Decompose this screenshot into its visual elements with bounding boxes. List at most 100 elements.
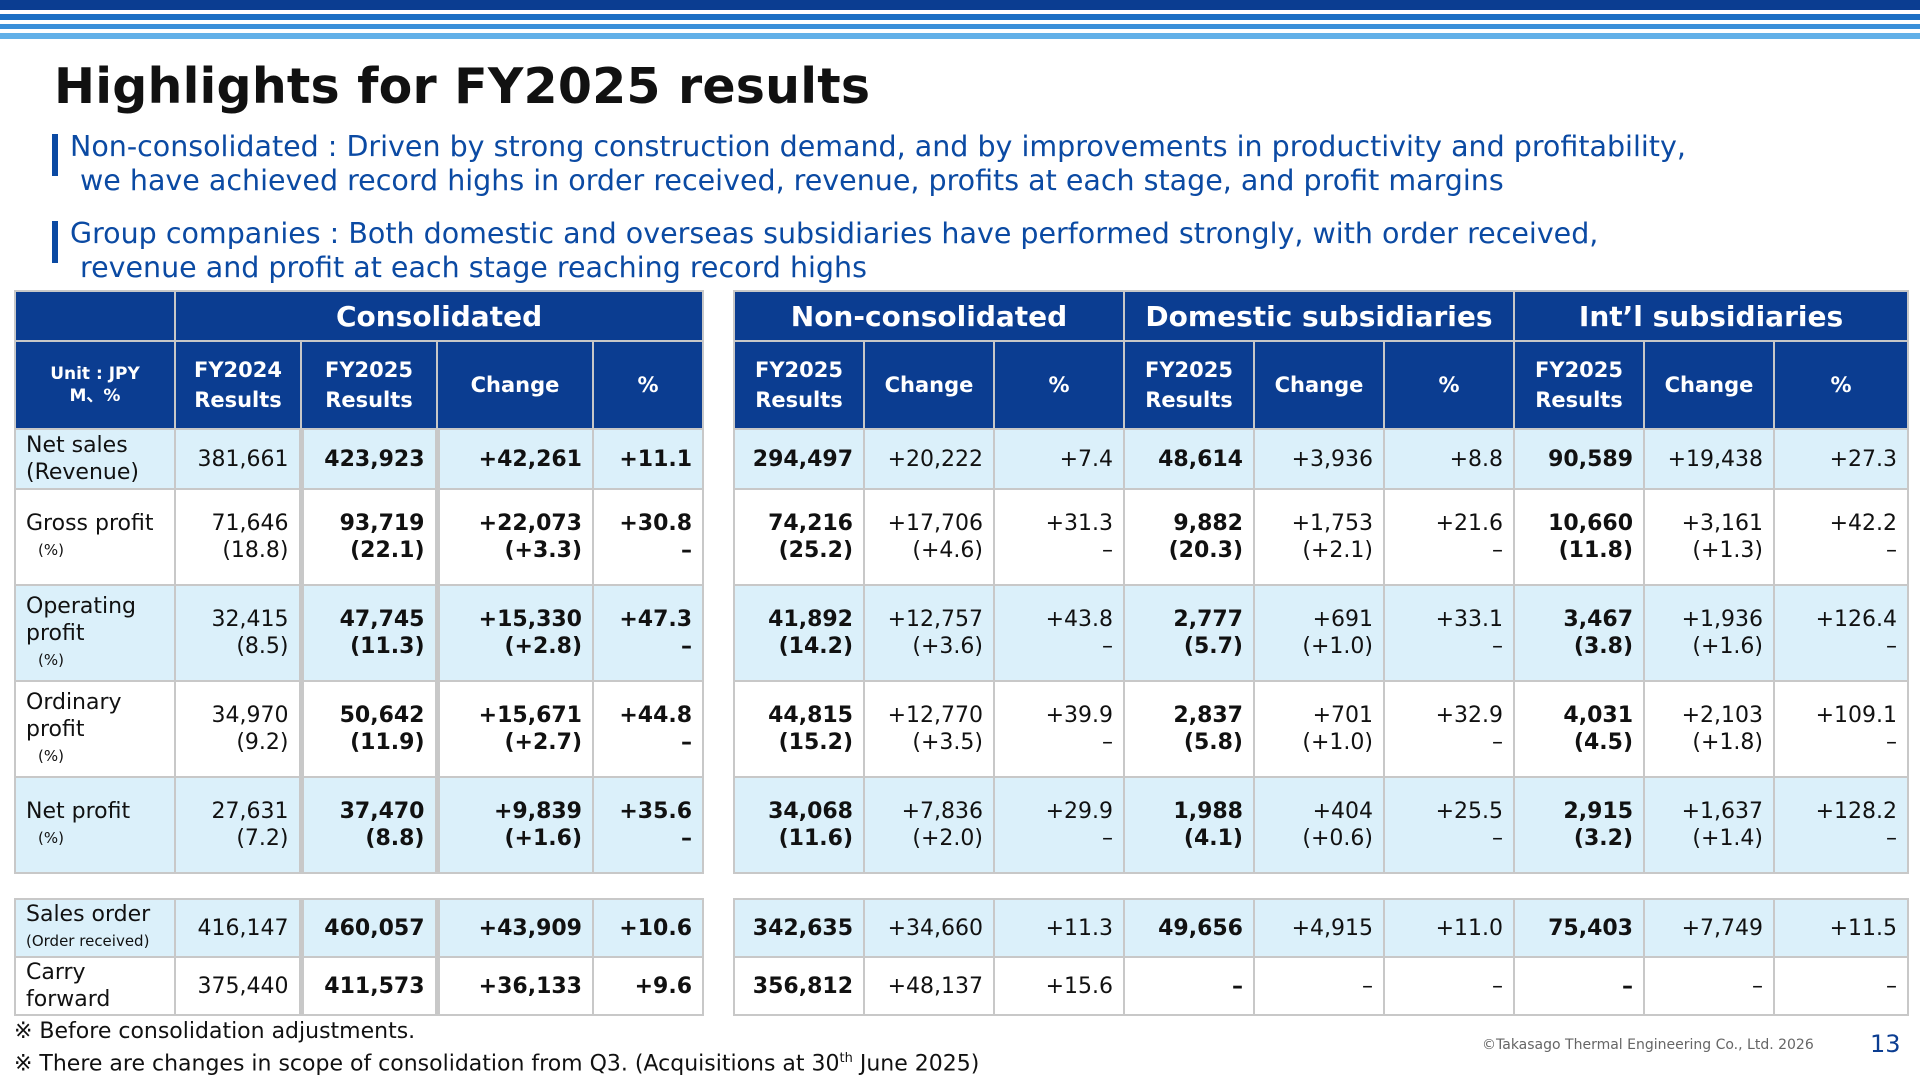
table-cell: 71,646 (18.8) [174, 488, 302, 586]
table-cell: 74,216 (25.2) [733, 488, 865, 586]
page-title: Highlights for FY2025 results [54, 58, 871, 115]
cell-line: +404 [1312, 799, 1373, 824]
table-cell: 411,573 [298, 956, 440, 1016]
cell-line: 416,147 [197, 915, 289, 941]
table-cell: 41,892 (14.2) [733, 584, 865, 682]
cell-line: 34,068 [768, 799, 853, 824]
col-line: % [1048, 373, 1070, 397]
cell-line: +42.2 [1829, 511, 1898, 536]
cell-line: 90,589 [1548, 446, 1634, 472]
cell-line: 75,403 [1548, 915, 1633, 941]
cell-line: – [1102, 634, 1113, 659]
row-label-pct: (%) [38, 541, 64, 559]
table-cell: 342,635 [733, 898, 865, 958]
table-cell: +9.6 [592, 956, 704, 1016]
row-label-line: profit [26, 620, 85, 646]
table-cell: +1,637 (+1.4) [1643, 776, 1776, 874]
table-cell: +11.3 [993, 898, 1125, 958]
cell-line: – [1492, 538, 1504, 563]
table-row: 44,815 (15.2) +12,770 (+3.5) +39.9–2,837 (5.8… [733, 680, 1910, 778]
cell-line: 27,631 [211, 799, 289, 824]
table-cell: +9,839 (+1.6) [436, 776, 594, 874]
table-row: Ordinary profit (%) 34,970 (9.2) 50,642 (11.9)… [14, 680, 705, 778]
table-cell: +43,909 [436, 898, 594, 958]
cell-line: (11.3) [350, 634, 425, 659]
cell-line: 49,656 [1158, 915, 1243, 941]
col-line: % [1438, 373, 1460, 397]
cell-line: (+3.6) [912, 634, 983, 659]
table-cell: 460,057 [298, 898, 440, 958]
cell-line: +128.2 [1815, 799, 1898, 824]
table-row: 34,068 (11.6) +7,836 (+2.0) +29.9–1,988 (4.1)… [733, 776, 1910, 874]
cell-line: 342,635 [752, 915, 853, 941]
cell-line: 32,415 [211, 607, 289, 632]
col-line: Change [1664, 373, 1754, 397]
table-row: Gross profit (%) 71,646 (18.8) 93,719 (22.1) +… [14, 488, 705, 586]
table-cell: +1,753 (+2.1) [1253, 488, 1385, 586]
segment-column-header: Change [863, 340, 995, 430]
cell-line: (25.2) [778, 538, 853, 563]
table-cell: 27,631 (7.2) [174, 776, 302, 874]
cell-line: – [1232, 973, 1243, 999]
cell-line: – [1102, 538, 1113, 563]
table-cell: – [1773, 956, 1909, 1016]
segment-header: Non-consolidated [733, 290, 1125, 342]
footnote-sup: th [839, 1051, 853, 1066]
table-cell: 381,661 [174, 428, 302, 490]
cell-line: 41,892 [768, 607, 853, 632]
row-label-pct: (%) [38, 829, 64, 847]
cell-line: 74,216 [768, 511, 853, 536]
segment-column-header: Change [1643, 340, 1776, 430]
table-cell: +11.1 [591, 428, 705, 490]
unit-line: Unit : JPY [50, 364, 140, 384]
cell-line: (+1.8) [1692, 730, 1764, 755]
cell-line: 375,440 [197, 973, 289, 999]
cell-line: 356,812 [752, 973, 853, 999]
table-cell: +39.9– [993, 680, 1125, 778]
cell-line: +12,770 [887, 703, 983, 728]
cell-line: (11.6) [778, 826, 853, 851]
table-cell: +22,073 (+3.3) [436, 488, 594, 586]
table-cell: +31.3– [993, 488, 1125, 586]
cell-line: 50,642 [339, 703, 425, 728]
cell-line: +7.4 [1059, 446, 1113, 472]
row-label-line: Gross profit [26, 511, 154, 536]
table-cell: +42.2– [1773, 488, 1910, 586]
cell-line: (+0.6) [1302, 826, 1373, 851]
cell-line: (+4.6) [912, 538, 983, 563]
table-cell: +12,770 (+3.5) [863, 680, 995, 778]
cell-line: – [1752, 973, 1763, 999]
col-line: FY2025 [1535, 358, 1624, 382]
table-cell: +4,915 [1253, 898, 1385, 958]
cell-line: +4,915 [1291, 915, 1373, 941]
cell-line: +34,660 [887, 915, 983, 941]
cell-line: +20,222 [887, 446, 983, 472]
table-cell: +8.8 [1382, 428, 1516, 490]
row-label-sub: (Order received) [26, 932, 150, 950]
bullet-line: revenue and profit at each stage reachin… [80, 251, 867, 284]
cell-line: – [1102, 730, 1113, 755]
cell-line: (5.7) [1183, 634, 1243, 659]
table-cell: 423,923 [298, 428, 440, 490]
col-line: Results [1145, 388, 1233, 412]
bullet-line: Non-consolidated : Driven by strong cons… [70, 130, 1686, 163]
table-cell: +42,261 [436, 428, 594, 490]
order-row: 342,635 +34,660 +11.3 49,656 +4,915 +11.0 75,4… [733, 898, 1909, 958]
cell-line: +32.9 [1435, 703, 1504, 728]
table-cell: 2,915 (3.2) [1513, 776, 1646, 874]
col-line: % [1830, 373, 1852, 397]
cell-line: 71,646 [211, 511, 289, 536]
cell-line: (22.1) [350, 538, 425, 563]
cell-line: +9.6 [634, 973, 692, 999]
cell-line: +126.4 [1815, 607, 1898, 632]
cell-line: (+1.0) [1302, 730, 1373, 755]
segment-column-header: Change [1253, 340, 1385, 430]
row-label-line: profit [26, 716, 85, 742]
row-label: Carry forward [14, 956, 176, 1016]
cell-line: (18.8) [222, 538, 289, 563]
cell-line: +17,706 [887, 511, 983, 536]
cell-line: +11.5 [1829, 915, 1897, 941]
cell-line: (9.2) [236, 730, 289, 755]
cell-line: +21.6 [1435, 511, 1504, 536]
cell-line: +11.0 [1435, 915, 1503, 941]
